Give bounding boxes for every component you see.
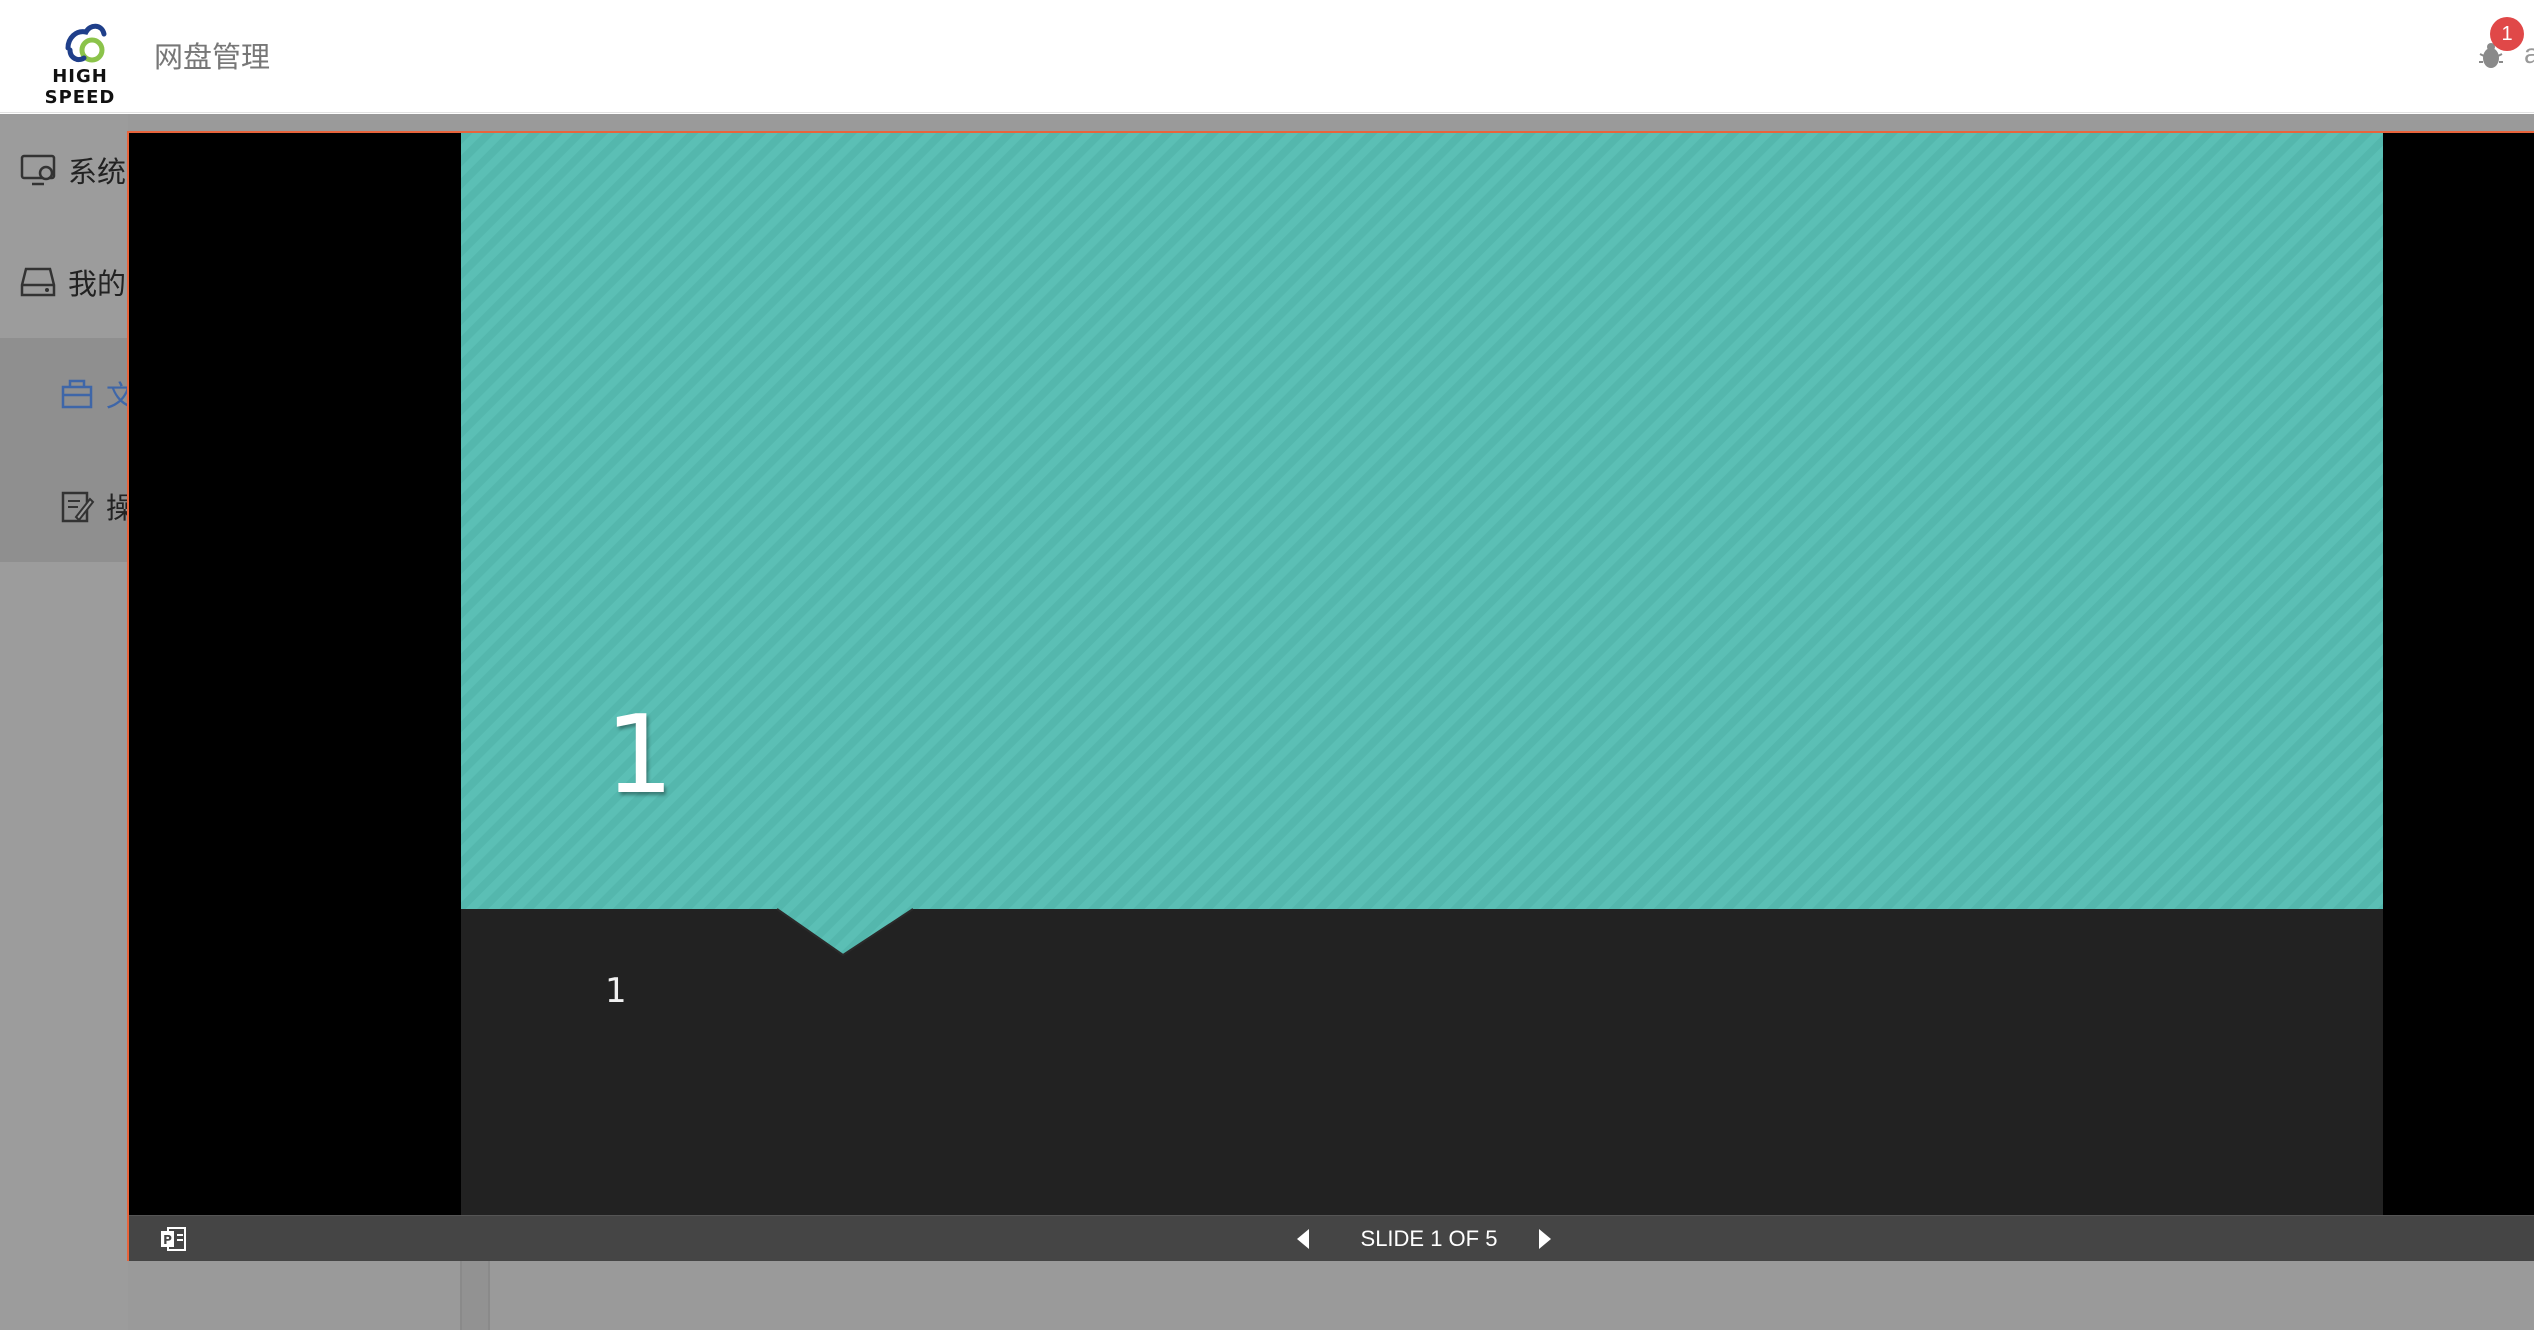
logo-text: HIGH SPEED	[44, 66, 116, 108]
high-speed-logo[interactable]: HIGH SPEED	[18, 20, 142, 108]
drive-icon	[20, 267, 56, 297]
top-header: HIGH SPEED 网盘管理 1 a	[0, 0, 2534, 113]
sidebar-item-label: 文	[106, 379, 128, 413]
cloud-logo-icon	[65, 23, 107, 63]
sidebar	[0, 114, 128, 1330]
app-title: 网盘管理	[154, 40, 271, 74]
edit-log-icon	[61, 491, 95, 523]
next-slide-button[interactable]	[1531, 1225, 1559, 1253]
sidebar-item-files[interactable]: 文	[0, 364, 128, 424]
triangle-left-icon	[1297, 1229, 1309, 1249]
presentation-viewer: 1 1 P SLIDE 1 OF 5	[127, 131, 2534, 1261]
slide-counter: SLIDE 1 OF 5	[1360, 1226, 1498, 1251]
slide-canvas: 1 1	[461, 133, 2383, 1215]
slide-subtitle: 1	[605, 971, 627, 1011]
notification-badge[interactable]: 1	[2490, 17, 2524, 51]
sidebar-item-label: 我的	[68, 267, 127, 301]
folder-icon	[61, 379, 93, 409]
slide-background-art	[461, 133, 2383, 1215]
sidebar-item-my-drive[interactable]: 我的	[0, 252, 128, 312]
powerpoint-icon[interactable]: P	[159, 1225, 187, 1253]
previous-slide-button[interactable]	[1289, 1225, 1317, 1253]
sidebar-item-operations[interactable]: 操	[0, 476, 128, 536]
sidebar-item-label: 操	[106, 491, 128, 525]
svg-text:P: P	[163, 1233, 172, 1247]
sidebar-item-label: 系统	[68, 155, 127, 189]
sidebar-item-system[interactable]: 系统	[0, 140, 128, 200]
bug-icon[interactable]	[2474, 38, 2508, 72]
triangle-right-icon	[1539, 1229, 1551, 1249]
content-divider	[460, 1258, 490, 1330]
sidebar-submenu	[0, 338, 128, 562]
user-name-truncated[interactable]: a	[2524, 38, 2534, 69]
slide-title: 1	[605, 693, 674, 818]
viewer-toolbar: P SLIDE 1 OF 5	[129, 1215, 2534, 1261]
settings-monitor-icon	[20, 154, 56, 186]
